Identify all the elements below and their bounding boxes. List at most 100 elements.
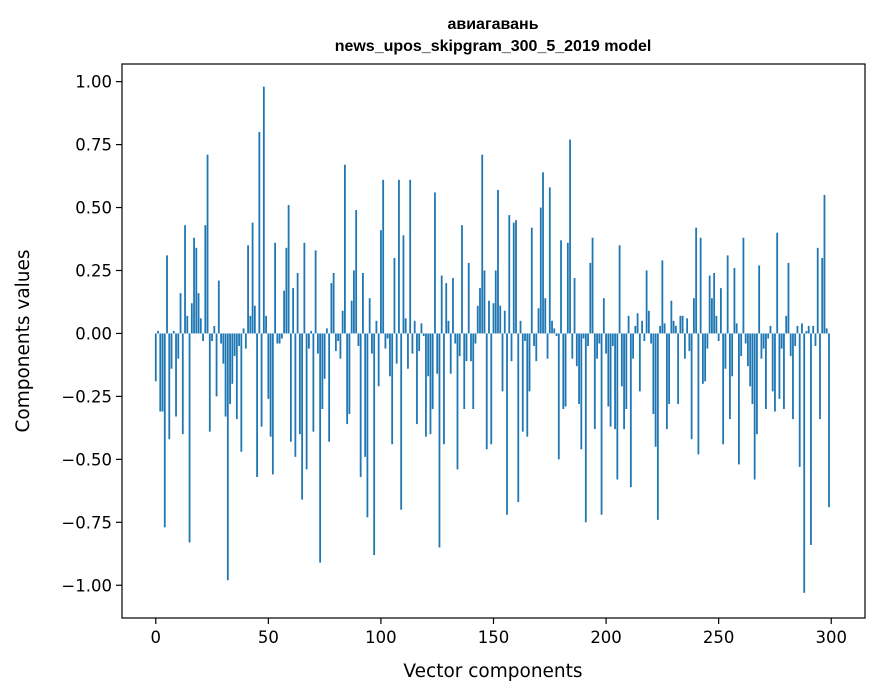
bar (348, 333, 351, 415)
bar (751, 333, 754, 404)
bar (436, 333, 439, 374)
bar (247, 245, 249, 334)
bar (431, 333, 434, 409)
bar (681, 315, 684, 334)
bar (271, 333, 274, 475)
bar (539, 207, 542, 334)
bar (260, 333, 263, 427)
bar (476, 305, 479, 334)
bar (571, 333, 574, 359)
bar (652, 333, 655, 415)
bar (186, 315, 189, 334)
y-tick-label: 1.00 (75, 73, 112, 92)
bar (801, 323, 803, 334)
bar (312, 333, 315, 432)
bar (787, 262, 790, 334)
y-axis-label: Components values (13, 249, 34, 432)
bar (647, 310, 650, 334)
bar (386, 333, 389, 339)
bar (589, 262, 592, 334)
bar (494, 270, 497, 334)
bar (735, 323, 738, 334)
bar (328, 333, 331, 442)
bar (467, 262, 470, 334)
bar (416, 333, 418, 425)
bar (636, 313, 639, 334)
bar (771, 333, 774, 392)
bar (330, 283, 333, 334)
bar (287, 205, 290, 334)
bar (267, 333, 270, 399)
bar (598, 333, 601, 344)
bar (510, 333, 513, 362)
bar (382, 179, 385, 334)
bar (733, 267, 736, 334)
bar (555, 333, 558, 336)
bar (620, 333, 623, 387)
bar (742, 237, 745, 334)
bar (434, 192, 436, 334)
x-tick-label: 100 (365, 628, 397, 647)
x-tick-label: 0 (151, 628, 162, 647)
bar (663, 323, 666, 334)
bar (411, 333, 414, 354)
bar (677, 333, 680, 404)
bar (823, 194, 826, 334)
x-axis-ticks: 0 50 100 150 200 250 300 (151, 618, 847, 647)
bar (179, 293, 182, 334)
bar (566, 242, 569, 334)
bar (159, 333, 162, 412)
bar (774, 333, 776, 412)
bar (580, 333, 583, 450)
bar (184, 225, 186, 334)
bar (713, 273, 716, 334)
bar (501, 333, 504, 392)
bar (353, 270, 355, 334)
bar (346, 333, 349, 425)
bar (715, 315, 718, 334)
bar (479, 288, 481, 334)
bar (195, 247, 198, 334)
bar (447, 320, 450, 334)
bar (337, 333, 340, 341)
bar (265, 315, 267, 334)
bar (643, 333, 646, 341)
bar (560, 240, 562, 334)
bar (798, 333, 801, 467)
bar (569, 139, 571, 334)
bar (427, 333, 430, 377)
bar (422, 333, 425, 336)
bar (163, 333, 166, 528)
y-tick-label: −0.75 (61, 513, 112, 532)
bar (166, 255, 168, 334)
y-tick-label: 0.00 (75, 324, 112, 343)
bar (398, 179, 400, 334)
bar (445, 283, 448, 334)
bar (175, 333, 177, 417)
bar (645, 270, 648, 334)
bar (242, 328, 245, 334)
bar (769, 325, 772, 334)
bar (593, 333, 596, 430)
bar (244, 333, 247, 349)
bar (456, 333, 459, 470)
bar (607, 333, 610, 407)
bar (438, 333, 441, 548)
bar (819, 333, 821, 420)
bar (238, 333, 240, 347)
bar (380, 230, 382, 334)
bar (591, 237, 594, 334)
bar (350, 300, 353, 334)
bar (562, 333, 565, 409)
bar (756, 333, 758, 435)
bar (578, 333, 580, 404)
bar (690, 333, 693, 440)
bar (235, 333, 238, 420)
bar (625, 333, 628, 409)
bar (503, 310, 506, 334)
bar (537, 308, 540, 334)
bar (229, 333, 231, 404)
bar (542, 172, 544, 334)
bar (240, 333, 243, 452)
bar (206, 154, 209, 334)
